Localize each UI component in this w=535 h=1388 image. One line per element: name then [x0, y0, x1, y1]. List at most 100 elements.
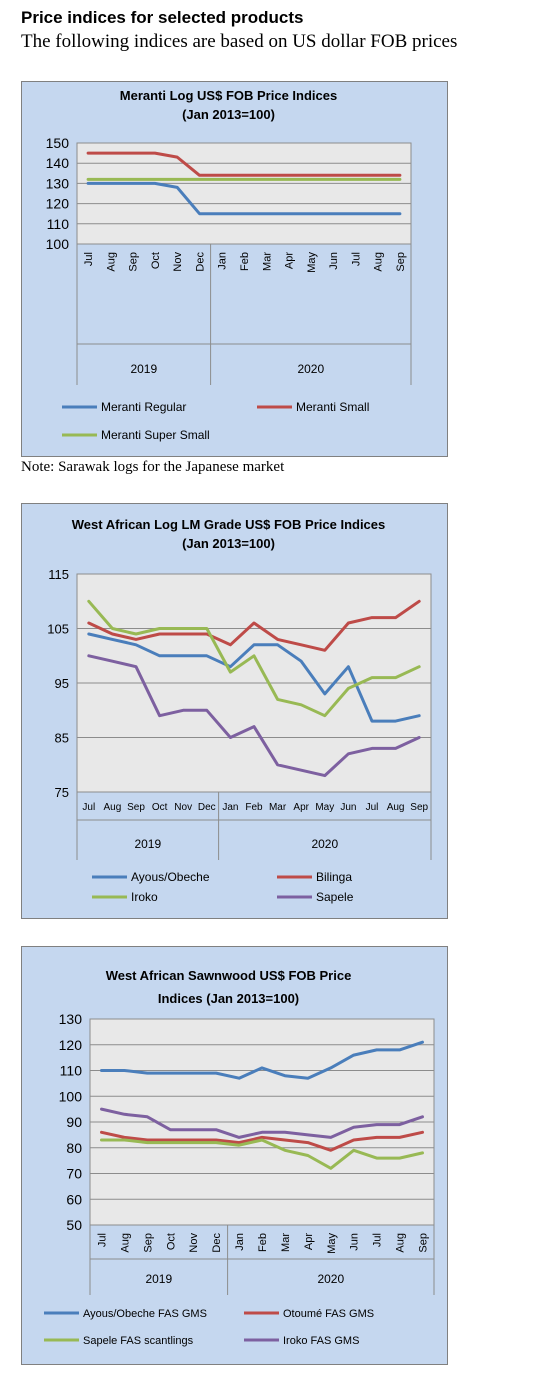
x-tick-label: Mar — [269, 802, 287, 813]
x-tick-label: Jan — [222, 802, 238, 813]
year-label: 2019 — [145, 1272, 172, 1286]
x-tick-label: Mar — [280, 1233, 292, 1252]
year-label: 2020 — [317, 1272, 344, 1286]
chart-note: Note: Sarawak logs for the Japanese mark… — [21, 459, 285, 475]
x-tick-label: Sep — [127, 802, 145, 813]
west-african-sawnwood-chart: West African Sawnwood US$ FOB Price Indic… — [21, 946, 448, 1365]
page-title: Price indices for selected products — [21, 8, 304, 27]
chart-title: West African Log LM Grade US$ FOB Price … — [72, 517, 386, 532]
x-tick-label: Jul — [350, 252, 362, 266]
x-tick-label: Oct — [165, 1233, 177, 1250]
series-line-3 — [100, 1107, 424, 1139]
y-tick-label: 100 — [46, 236, 70, 252]
x-tick-label: Apr — [284, 252, 296, 269]
x-tick-label: May — [326, 1233, 338, 1254]
x-tick-label: Jan — [217, 252, 229, 270]
x-tick-label: Dec — [198, 802, 216, 813]
legend-label: Sapele — [316, 890, 354, 904]
x-tick-label: Sep — [142, 1233, 154, 1253]
y-tick-label: 95 — [55, 676, 69, 691]
chart-subtitle: Indices (Jan 2013=100) — [158, 991, 299, 1006]
series-line-3 — [87, 654, 421, 778]
x-tick-label: Apr — [303, 1233, 315, 1250]
y-tick-label: 50 — [66, 1217, 82, 1233]
y-tick-label: 100 — [59, 1088, 83, 1104]
x-tick-label: Sep — [410, 802, 428, 813]
legend-label: Otoumé FAS GMS — [283, 1308, 374, 1320]
x-tick-label: Jun — [340, 802, 356, 813]
y-tick-label: 115 — [48, 567, 69, 582]
year-label: 2020 — [297, 362, 324, 376]
series-line-1 — [86, 151, 402, 177]
x-tick-label: Feb — [245, 802, 263, 813]
x-tick-label: Dec — [194, 252, 206, 272]
chart-svg: West African Sawnwood US$ FOB Price Indic… — [44, 968, 435, 1347]
x-tick-label: Oct — [150, 252, 162, 269]
legend-label: Iroko FAS GMS — [283, 1335, 359, 1347]
y-tick-label: 80 — [66, 1140, 82, 1156]
x-tick-label: Jul — [372, 1233, 384, 1247]
y-tick-label: 70 — [66, 1166, 82, 1182]
legend-label: Meranti Small — [296, 400, 369, 414]
y-tick-label: 60 — [66, 1191, 82, 1207]
x-tick-label: Sep — [395, 252, 407, 272]
x-tick-label: May — [315, 802, 334, 813]
y-tick-label: 120 — [59, 1037, 83, 1053]
series-line-0 — [87, 632, 421, 723]
y-tick-label: 130 — [46, 175, 70, 191]
x-tick-label: Sep — [418, 1233, 430, 1253]
series-line-1 — [87, 599, 421, 652]
y-tick-label: 105 — [47, 622, 69, 637]
series-line-2 — [87, 599, 421, 718]
series-line-0 — [100, 1040, 424, 1080]
x-tick-label: Nov — [174, 802, 192, 813]
x-tick-label: Oct — [152, 802, 168, 813]
x-tick-label: Mar — [261, 252, 273, 271]
page-subtitle: The following indices are based on US do… — [21, 31, 458, 52]
series-line-1 — [100, 1130, 424, 1152]
x-tick-label: Aug — [104, 802, 122, 813]
year-label: 2019 — [134, 837, 161, 851]
legend-label: Ayous/Obeche FAS GMS — [83, 1308, 207, 1320]
x-tick-label: Jul — [96, 1233, 108, 1247]
x-tick-label: Jul — [83, 252, 95, 266]
x-tick-label: Jun — [349, 1233, 361, 1251]
west-african-log-chart: West African Log LM Grade US$ FOB Price … — [21, 503, 448, 919]
x-tick-label: Aug — [373, 252, 385, 272]
meranti-chart: Meranti Log US$ FOB Price Indices (Jan 20… — [21, 81, 448, 457]
y-tick-label: 130 — [59, 1011, 83, 1027]
x-tick-label: Jul — [82, 802, 95, 813]
x-tick-label: Feb — [257, 1233, 269, 1252]
x-tick-label: Aug — [395, 1233, 407, 1253]
chart-svg: West African Log LM Grade US$ FOB Price … — [47, 517, 432, 904]
y-tick-label: 85 — [55, 731, 69, 746]
chart-subtitle: (Jan 2013=100) — [182, 107, 275, 122]
x-tick-label: Jan — [234, 1233, 246, 1251]
x-tick-label: Apr — [293, 802, 309, 813]
chart-title: Meranti Log US$ FOB Price Indices — [120, 88, 337, 103]
legend-label: Sapele FAS scantlings — [83, 1335, 194, 1347]
x-tick-label: Dec — [211, 1233, 223, 1253]
series-line-0 — [86, 181, 402, 216]
chart-subtitle: (Jan 2013=100) — [182, 536, 275, 551]
x-tick-label: May — [306, 252, 318, 273]
chart-title: West African Sawnwood US$ FOB Price — [106, 968, 352, 983]
x-tick-label: Feb — [239, 252, 251, 271]
x-tick-label: Jul — [366, 802, 379, 813]
y-tick-label: 110 — [60, 1063, 83, 1079]
x-tick-label: Sep — [128, 252, 140, 272]
x-tick-label: Aug — [387, 802, 405, 813]
x-tick-label: Aug — [105, 252, 117, 272]
x-tick-label: Nov — [172, 252, 184, 272]
year-label: 2019 — [130, 362, 157, 376]
plot-area — [76, 142, 412, 245]
legend-label: Meranti Super Small — [101, 428, 210, 442]
y-tick-label: 150 — [46, 135, 70, 151]
legend-label: Bilinga — [316, 870, 352, 884]
y-tick-label: 140 — [46, 155, 70, 171]
x-tick-label: Aug — [119, 1233, 131, 1253]
legend-label: Meranti Regular — [101, 400, 186, 414]
x-tick-label: Jun — [328, 252, 340, 270]
legend-label: Ayous/Obeche — [131, 870, 210, 884]
y-tick-label: 120 — [46, 196, 70, 212]
